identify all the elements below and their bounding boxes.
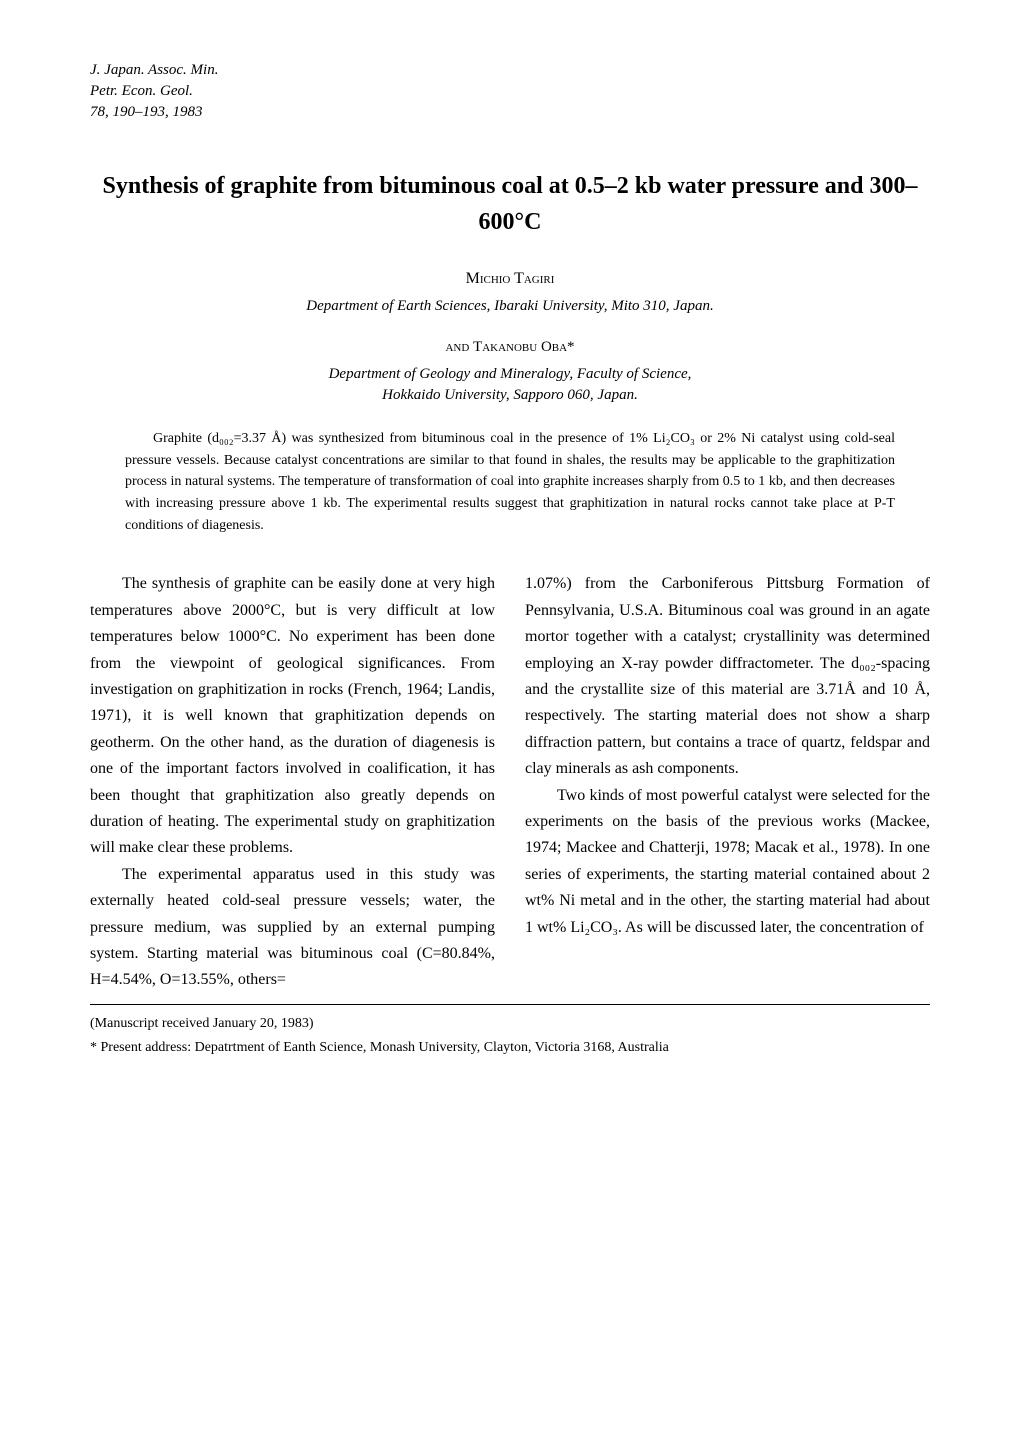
author2-affiliation-line2: Hokkaido University, Sapporo 060, Japan. (90, 385, 930, 406)
body-p1: The synthesis of graphite can be easily … (90, 571, 495, 861)
footnote-present-address: * Present address: Depatrtment of Eanth … (90, 1037, 930, 1058)
body-p4: Two kinds of most powerful catalyst were… (525, 783, 930, 941)
journal-header: J. Japan. Assoc. Min. Petr. Econ. Geol. … (90, 60, 930, 123)
body-columns: The synthesis of graphite can be easily … (90, 571, 930, 993)
body-p3: 1.07%) from the Carboniferous Pittsburg … (525, 571, 930, 782)
journal-line3: 78, 190–193, 1983 (90, 102, 930, 123)
author2-line: and Takanobu Oba* (90, 339, 930, 356)
author1-name: Michio Tagiri (90, 270, 930, 288)
journal-line2: Petr. Econ. Geol. (90, 81, 930, 102)
body-p2: The experimental apparatus used in this … (90, 862, 495, 994)
footnote-section: (Manuscript received January 20, 1983) *… (90, 1004, 930, 1058)
and-label: and (445, 339, 469, 355)
author2-affiliation: Department of Geology and Mineralogy, Fa… (90, 364, 930, 406)
author1-affiliation: Department of Earth Sciences, Ibaraki Un… (90, 296, 930, 317)
author2-affiliation-line1: Department of Geology and Mineralogy, Fa… (90, 364, 930, 385)
abstract: Graphite (d₀₀₂=3.37 Å) was synthesized f… (125, 428, 895, 536)
footnote-received: (Manuscript received January 20, 1983) (90, 1013, 930, 1034)
column-right: 1.07%) from the Carboniferous Pittsburg … (525, 571, 930, 993)
journal-line1: J. Japan. Assoc. Min. (90, 60, 930, 81)
paper-title: Synthesis of graphite from bituminous co… (90, 168, 930, 240)
column-left: The synthesis of graphite can be easily … (90, 571, 495, 993)
author2-name: Takanobu Oba* (473, 339, 575, 355)
